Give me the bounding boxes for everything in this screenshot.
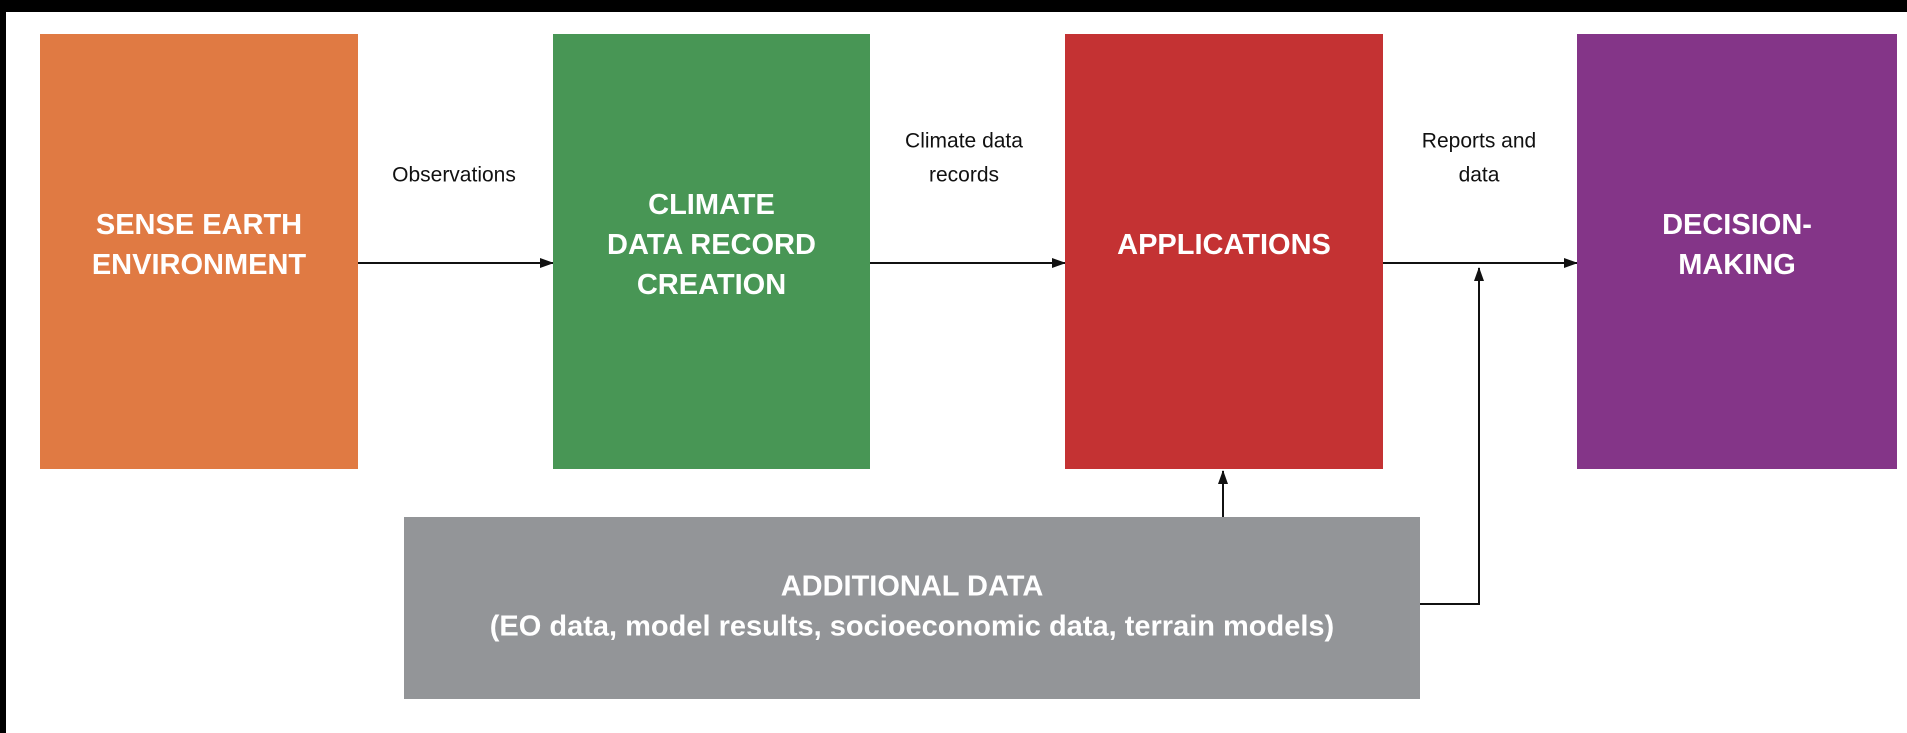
edge-label: data (1459, 164, 1500, 187)
box-label: CLIMATE (648, 189, 775, 221)
box (40, 34, 358, 469)
edge-label: Climate data (905, 130, 1023, 153)
box-label: ADDITIONAL DATA (781, 571, 1044, 603)
box (553, 34, 870, 469)
left-border (0, 0, 6, 733)
box-label: (EO data, model results, socioeconomic d… (490, 611, 1334, 643)
box-label: DATA RECORD (607, 229, 816, 261)
edge-label: Reports and (1422, 130, 1536, 153)
box-label: SENSE EARTH (96, 209, 302, 241)
box (1577, 34, 1897, 469)
edge-label: records (929, 164, 999, 187)
top-border (0, 0, 1907, 12)
box-label: MAKING (1678, 249, 1796, 281)
box-label: CREATION (637, 269, 786, 301)
box (1065, 34, 1383, 469)
arrow (1420, 267, 1484, 605)
box-label: APPLICATIONS (1117, 229, 1331, 261)
box (404, 517, 1420, 699)
box-label: ENVIRONMENT (92, 249, 307, 281)
box-label: DECISION- (1662, 209, 1812, 241)
edge-label: Observations (392, 164, 516, 187)
